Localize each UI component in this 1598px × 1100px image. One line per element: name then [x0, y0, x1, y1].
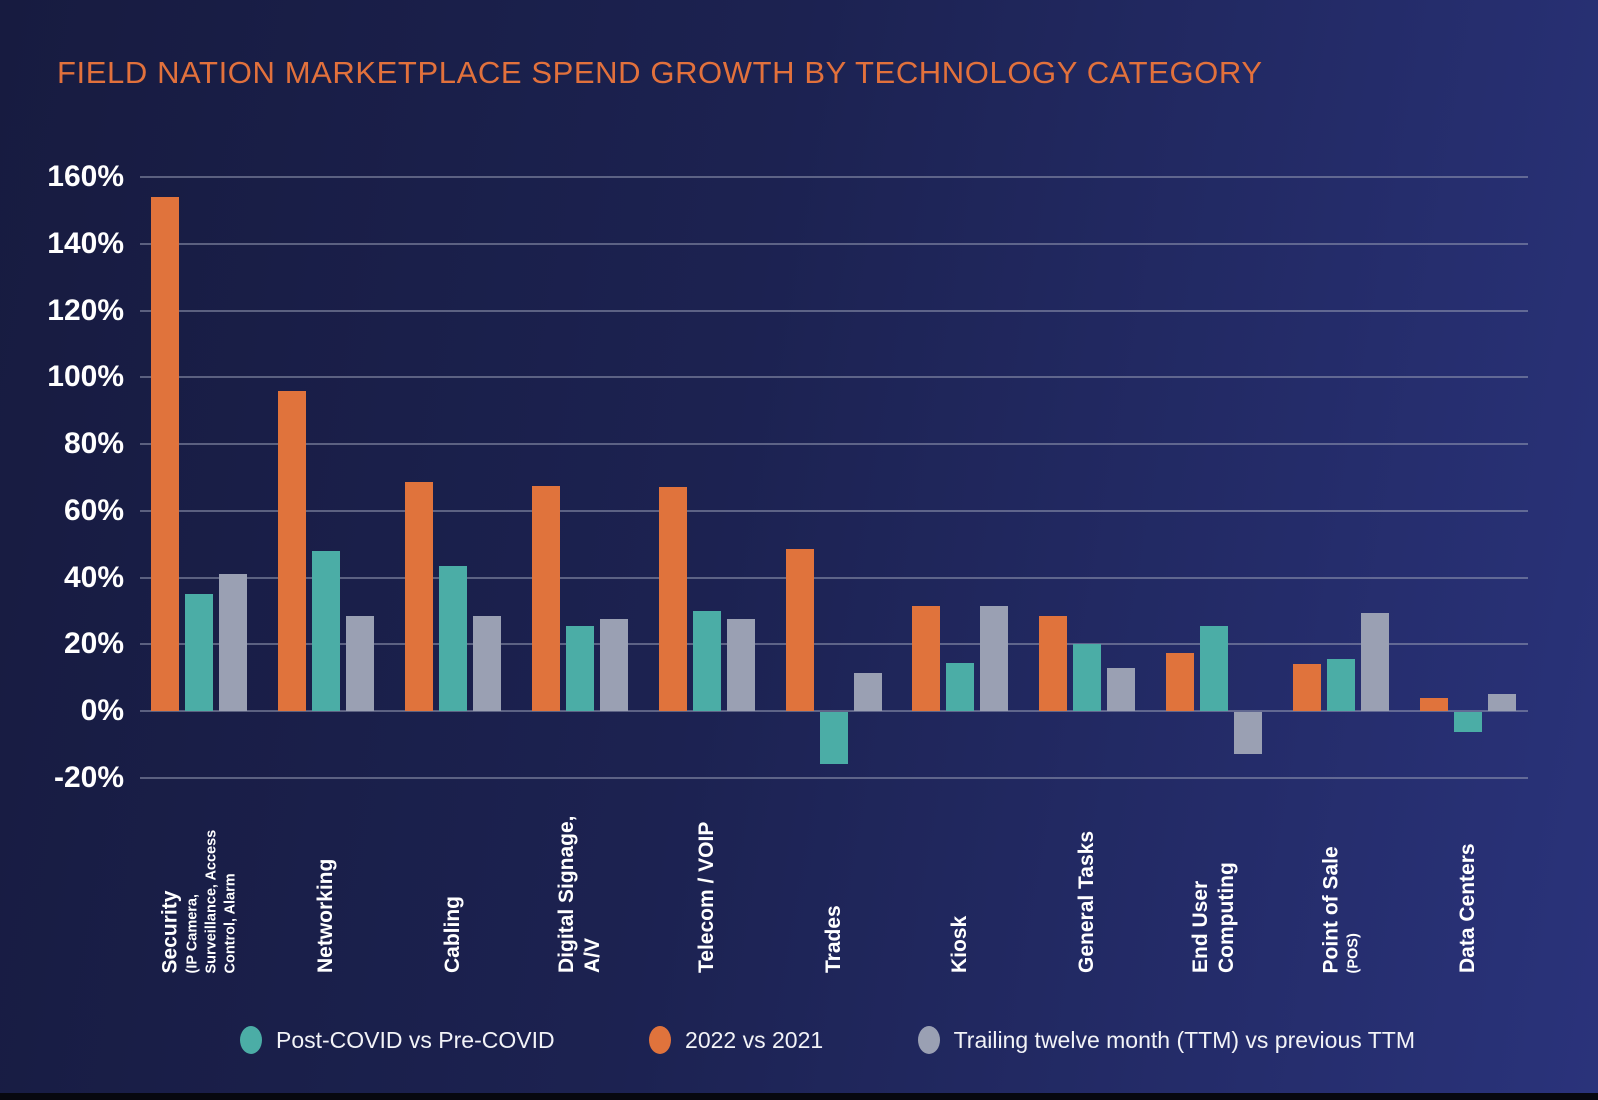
bar	[599, 619, 628, 711]
legend-label: Post-COVID vs Pre-COVID	[276, 1026, 555, 1053]
gridline	[140, 176, 1528, 178]
category-label: End User Computing	[1188, 773, 1240, 973]
y-axis-tick-label: -20%	[53, 760, 124, 794]
gridline	[140, 710, 1528, 712]
bar	[1039, 615, 1068, 711]
bar	[219, 574, 247, 711]
bar	[404, 482, 433, 711]
bar	[1420, 697, 1448, 711]
category-label: Trades	[821, 773, 847, 973]
category-label-line: Trades	[821, 905, 845, 973]
gridline	[140, 776, 1528, 779]
category-label-line: Networking	[313, 858, 337, 973]
category-label: Telecom / VOIP	[694, 773, 720, 973]
category-label: General Tasks	[1074, 773, 1100, 973]
gridline	[140, 309, 1528, 312]
bar	[819, 712, 848, 764]
chart-title: FIELD NATION MARKETPLACE SPEND GROWTH BY…	[57, 55, 1263, 90]
legend-dot-icon	[240, 1026, 262, 1054]
y-axis-tick-label: 0%	[80, 694, 124, 727]
bar	[1200, 625, 1229, 711]
bar	[1073, 644, 1102, 711]
category-label-line: Cabling	[440, 896, 464, 973]
y-axis-tick-label: 160%	[47, 160, 124, 193]
category-sublabel-line: (IP Camera,	[184, 893, 201, 973]
category-label-line: Computing	[1215, 862, 1239, 973]
bar	[277, 390, 306, 711]
legend-dot-icon	[917, 1026, 940, 1054]
category-label-line: Data Centers	[1456, 843, 1479, 973]
legend-item: Trailing twelve month (TTM) vs previous …	[917, 1026, 1415, 1054]
bar	[1293, 664, 1322, 711]
legend: Post-COVID vs Pre-COVID 2022 vs 2021 Trail…	[240, 1018, 1415, 1062]
bar	[912, 605, 941, 711]
bottom-border-strip	[0, 1093, 1598, 1100]
bar	[1166, 652, 1195, 711]
bar	[726, 619, 755, 711]
bar	[1234, 712, 1263, 754]
category-label-line: A/V	[580, 937, 604, 973]
bar	[151, 197, 179, 711]
bar	[311, 550, 340, 711]
gridline	[140, 242, 1528, 245]
category-label: Digital Signage, A/V	[554, 773, 606, 973]
bar	[1488, 694, 1516, 711]
gridline	[140, 643, 1528, 646]
bar	[531, 485, 560, 711]
legend-label: Trailing twelve month (TTM) vs previous …	[953, 1026, 1415, 1053]
category-label: Point of Sale (POS)	[1319, 773, 1364, 973]
gridline	[140, 576, 1528, 579]
category-sublabel-line: (POS)	[1345, 932, 1362, 973]
legend-label: 2022 vs 2021	[685, 1026, 824, 1053]
y-axis-tick-label: 40%	[63, 560, 124, 594]
y-axis-tick-label: 100%	[47, 360, 124, 394]
gridline	[140, 376, 1528, 379]
gridline	[140, 509, 1528, 512]
category-sublabel-line: Control, Alarm	[222, 872, 239, 973]
bar	[1327, 659, 1356, 711]
category-label-line: Telecom / VOIP	[694, 821, 718, 973]
y-axis-tick-label: 20%	[63, 627, 124, 661]
bar	[692, 610, 721, 711]
category-label-line: Kiosk	[948, 915, 972, 973]
category-sublabel-line: Surveillance, Access	[203, 829, 220, 973]
bar	[1454, 712, 1482, 733]
bar	[658, 487, 687, 711]
category-label: Networking	[313, 773, 339, 973]
category-label-line: End User	[1189, 880, 1213, 973]
category-label: Kiosk	[947, 773, 973, 973]
category-label-line: General Tasks	[1075, 830, 1099, 973]
category-label: Cabling	[440, 773, 466, 973]
bar	[946, 662, 975, 711]
bar	[1107, 667, 1136, 711]
y-axis-tick-label: 120%	[47, 293, 124, 327]
y-axis-tick-label: 140%	[47, 226, 124, 260]
bar	[785, 549, 814, 711]
bar	[853, 672, 882, 711]
y-axis-tick-label: 60%	[63, 493, 124, 527]
legend-item: Post-COVID vs Pre-COVID	[240, 1026, 555, 1054]
bar	[472, 615, 501, 711]
bar	[1361, 612, 1390, 711]
category-label-line: Point of Sale	[1319, 845, 1343, 973]
bar	[345, 615, 374, 711]
category-label: Security (IP Camera, Surveillance, Access C…	[158, 773, 241, 973]
bar	[565, 625, 594, 711]
category-label: Data Centers	[1455, 773, 1481, 973]
legend-dot-icon	[649, 1026, 672, 1054]
category-label-line: Security	[158, 890, 182, 973]
y-axis-tick-label: 80%	[63, 427, 124, 460]
bar	[185, 594, 213, 711]
bar	[980, 605, 1009, 711]
gridline	[140, 443, 1528, 445]
legend-item: 2022 vs 2021	[649, 1026, 823, 1054]
category-label-line: Digital Signage,	[554, 815, 578, 973]
bar	[438, 565, 467, 711]
